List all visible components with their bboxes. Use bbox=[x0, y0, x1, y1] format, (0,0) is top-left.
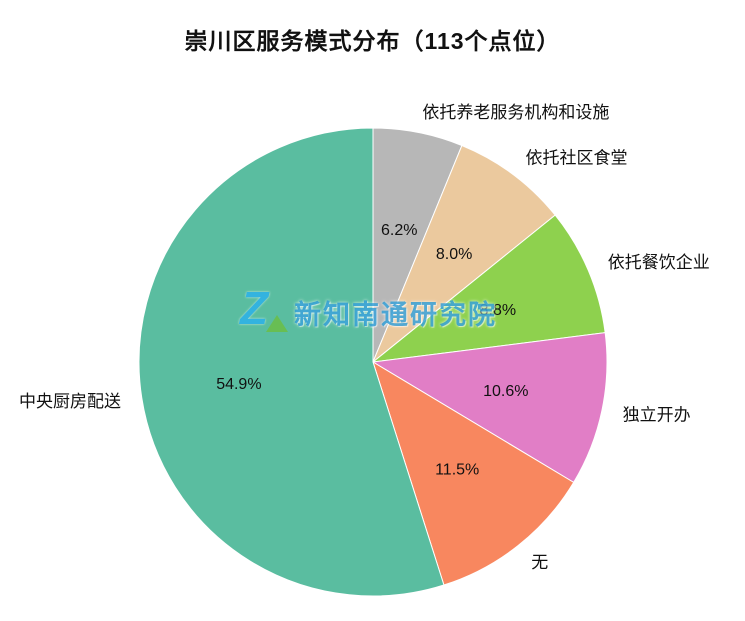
slice-percentage-label-1: 6.2% bbox=[381, 222, 417, 239]
pie-slice-2 bbox=[372, 144, 556, 363]
chart-title: 崇川区服务模式分布（113个点位） bbox=[184, 28, 561, 54]
slice-category-label-5: 无 bbox=[531, 553, 548, 572]
slice-category-label-4: 独立开办 bbox=[623, 406, 691, 425]
slice-category-label-3: 依托餐饮企业 bbox=[608, 253, 710, 272]
slice-category-label-1: 依托养老服务机构和设施 bbox=[422, 103, 609, 122]
pie-slice-6 bbox=[138, 127, 445, 597]
slice-percentage-label-2: 8.0% bbox=[436, 246, 472, 263]
slice-category-label-6: 中央厨房配送 bbox=[19, 392, 121, 411]
slice-percentage-label-3: 8.8% bbox=[480, 302, 516, 319]
pie-slice-3 bbox=[371, 214, 606, 363]
pie-slice-4 bbox=[371, 332, 608, 484]
slice-percentage-label-6: 54.9% bbox=[216, 376, 261, 393]
slice-percentage-label-4: 10.6% bbox=[483, 383, 528, 400]
pie-slice-5 bbox=[372, 360, 575, 586]
slice-category-label-2: 依托社区食堂 bbox=[526, 149, 628, 168]
slice-percentage-label-5: 11.5% bbox=[435, 461, 479, 478]
